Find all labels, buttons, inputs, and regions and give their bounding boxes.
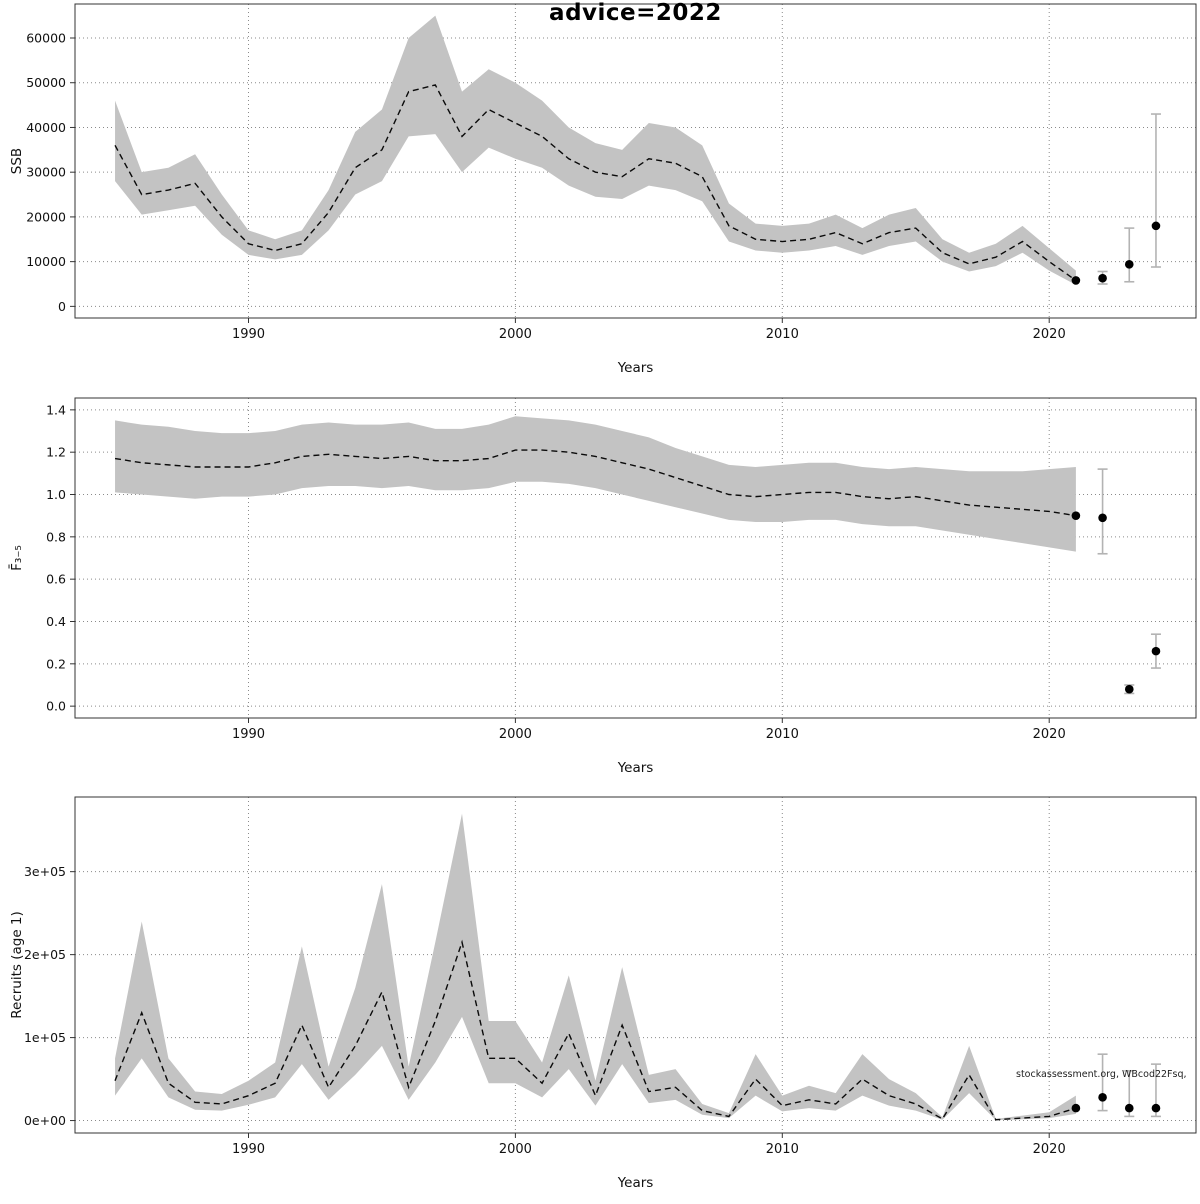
error-bar [1150,113,1161,268]
y-axis-label: F̄₃₋₅ [8,545,25,571]
x-tick-label: 2010 [766,727,799,742]
x-tick-label: 2020 [1033,727,1066,742]
forecast-point [1124,260,1134,269]
forecast-point [1124,1103,1134,1113]
x-tick-label: 2010 [766,1142,799,1157]
x-axis-label: Years [617,1175,654,1191]
error-bar [1097,1053,1108,1112]
x-tick-label: 2010 [766,327,799,342]
axes: 1990 2000 2010 2020 0 10000 20000 30000 40000 500… [26,30,1066,342]
confidence-band [115,416,1076,552]
recruits-panel: 1990 2000 2010 2020 0e+00 1e+05 2e+05 3e+05 Year… [9,796,1197,1191]
y-tick-label: 2e+05 [24,947,66,962]
x-tick-label: 1990 [232,1142,265,1157]
y-tick-label: 0.4 [46,614,66,629]
x-axis-label: Years [617,760,654,776]
confidence-band [115,15,1076,285]
y-tick-label: 0 [58,299,66,314]
x-tick-label: 1990 [232,327,265,342]
x-axis-label: Years [617,360,654,376]
y-tick-label: 0.2 [46,656,66,671]
y-tick-label: 30000 [26,165,66,180]
forecast-points [1071,1053,1161,1118]
figure-title: advice=2022 [549,0,722,26]
y-tick-label: 0.0 [46,699,66,714]
x-tick-label: 2020 [1033,327,1066,342]
median-line [114,939,1077,1121]
plot-frame [74,397,1197,719]
y-axis-label: Recruits (age 1) [9,911,25,1019]
error-bar [1124,227,1135,283]
forecast-point [1151,646,1161,656]
y-tick-label: 20000 [26,209,66,224]
y-tick-label: 60000 [26,30,66,45]
error-bar [1097,468,1108,555]
watermark-text: stockassessment.org, WBcod22Fsq, [1016,1069,1187,1080]
y-tick-label: 0e+00 [24,1113,66,1128]
ssb-panel: 1990 2000 2010 2020 0 10000 20000 30000 40000 500… [9,3,1197,376]
forecast-point [1098,1093,1107,1102]
y-tick-label: 10000 [26,254,66,269]
median-line [114,84,1077,281]
y-tick-label: 50000 [26,75,66,90]
forecast-points [1071,113,1161,285]
axes: 1990 2000 2010 2020 0e+00 1e+05 2e+05 3e+05 [24,864,1066,1157]
forecast-point [1071,511,1081,520]
forecast-point [1071,276,1081,285]
median-line [114,449,1076,517]
y-tick-label: 1e+05 [24,1030,66,1045]
forecast-points [1071,468,1161,695]
forecast-point [1151,221,1161,231]
x-tick-label: 2020 [1033,1142,1066,1157]
y-tick-label: 0.8 [46,529,66,544]
axes: 1990 2000 2010 2020 0.0 0.2 0.4 0.6 0.8 1.0 1.2 1.4 [46,402,1066,742]
y-tick-label: 40000 [26,120,66,135]
plot-frame [74,3,1197,319]
y-tick-label: 0.6 [46,572,66,587]
forecast-point [1151,1103,1161,1113]
y-tick-label: 3e+05 [24,864,66,879]
y-tick-label: 1.4 [46,402,66,417]
forecast-point [1098,273,1107,283]
x-tick-label: 2000 [499,1142,532,1157]
x-tick-label: 2000 [499,327,532,342]
forecast-point [1098,513,1107,523]
x-tick-label: 1990 [232,727,265,742]
f-panel: 1990 2000 2010 2020 0.0 0.2 0.4 0.6 0.8 1.0 1.2 1.4… [8,397,1197,776]
plot-frame [74,796,1197,1134]
confidence-band [115,813,1076,1121]
y-tick-label: 1.2 [46,445,66,460]
forecast-point [1071,1103,1081,1113]
forecast-point [1124,684,1134,694]
y-tick-label: 1.0 [46,487,66,502]
x-tick-label: 2000 [499,727,532,742]
y-axis-label: SSB [9,148,25,174]
